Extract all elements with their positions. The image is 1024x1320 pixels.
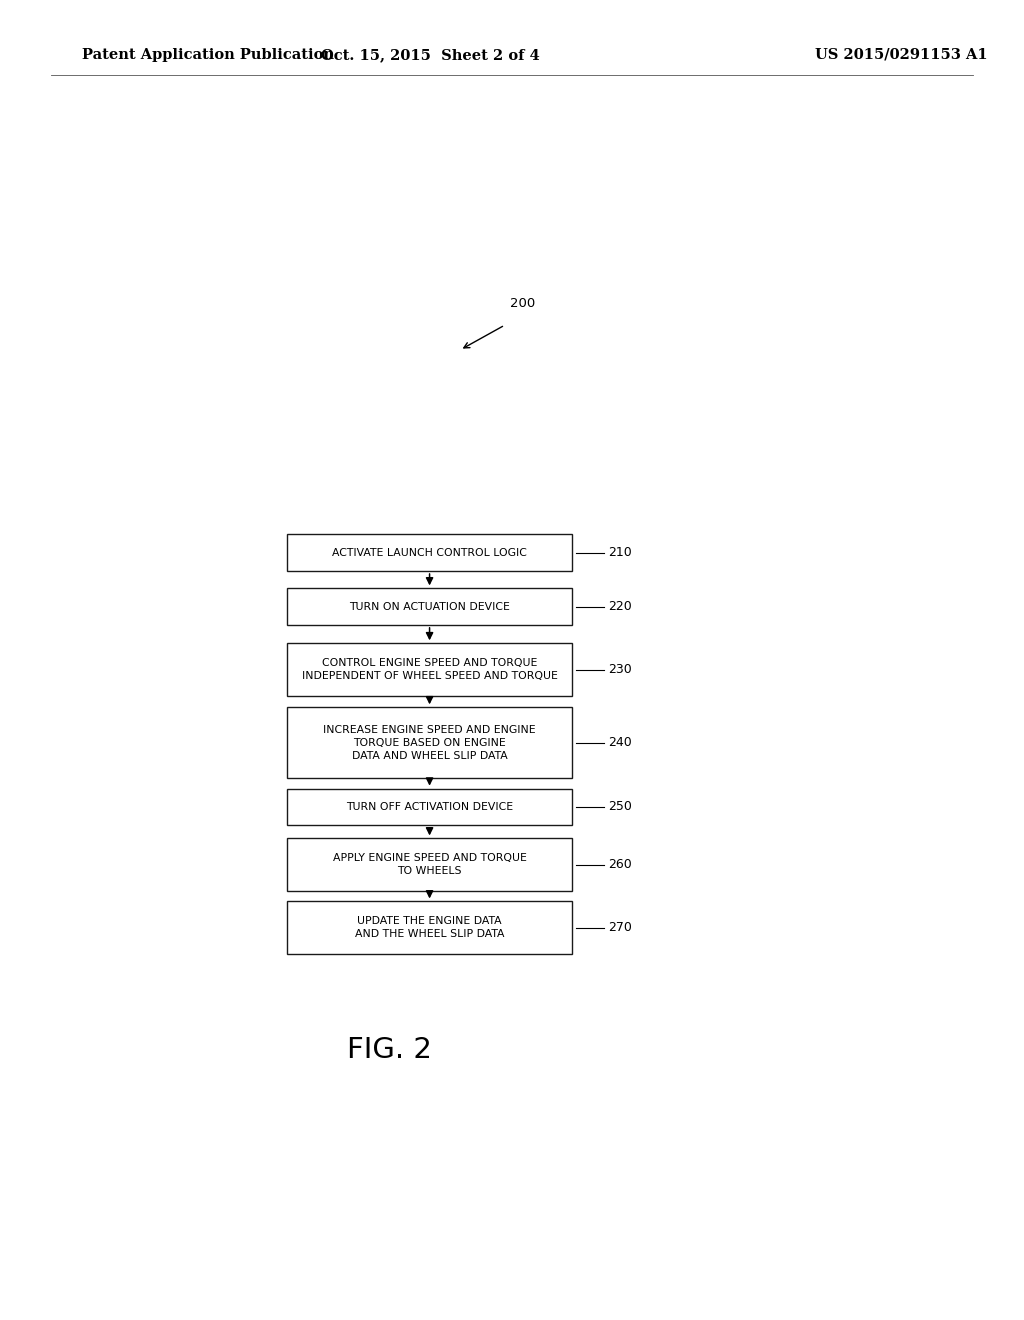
Text: 260: 260: [608, 858, 632, 871]
Text: FIG. 2: FIG. 2: [347, 1036, 431, 1064]
Text: Patent Application Publication: Patent Application Publication: [82, 48, 334, 62]
Text: UPDATE THE ENGINE DATA
AND THE WHEEL SLIP DATA: UPDATE THE ENGINE DATA AND THE WHEEL SLI…: [355, 916, 504, 940]
Text: 200: 200: [510, 297, 536, 310]
FancyBboxPatch shape: [287, 838, 572, 891]
FancyBboxPatch shape: [287, 643, 572, 696]
Text: ACTIVATE LAUNCH CONTROL LOGIC: ACTIVATE LAUNCH CONTROL LOGIC: [332, 548, 527, 558]
Text: INCREASE ENGINE SPEED AND ENGINE
TORQUE BASED ON ENGINE
DATA AND WHEEL SLIP DATA: INCREASE ENGINE SPEED AND ENGINE TORQUE …: [324, 725, 536, 760]
Text: 210: 210: [608, 546, 632, 560]
Text: 250: 250: [608, 800, 632, 813]
Text: APPLY ENGINE SPEED AND TORQUE
TO WHEELS: APPLY ENGINE SPEED AND TORQUE TO WHEELS: [333, 854, 526, 876]
Text: US 2015/0291153 A1: US 2015/0291153 A1: [815, 48, 987, 62]
Text: 220: 220: [608, 601, 632, 612]
Text: Oct. 15, 2015  Sheet 2 of 4: Oct. 15, 2015 Sheet 2 of 4: [321, 48, 540, 62]
Text: CONTROL ENGINE SPEED AND TORQUE
INDEPENDENT OF WHEEL SPEED AND TORQUE: CONTROL ENGINE SPEED AND TORQUE INDEPEND…: [302, 659, 557, 681]
FancyBboxPatch shape: [287, 902, 572, 954]
Text: TURN OFF ACTIVATION DEVICE: TURN OFF ACTIVATION DEVICE: [346, 801, 513, 812]
FancyBboxPatch shape: [287, 535, 572, 572]
Text: 240: 240: [608, 737, 632, 750]
FancyBboxPatch shape: [287, 589, 572, 624]
Text: TURN ON ACTUATION DEVICE: TURN ON ACTUATION DEVICE: [349, 602, 510, 611]
Text: 270: 270: [608, 921, 632, 935]
FancyBboxPatch shape: [287, 788, 572, 825]
Text: 230: 230: [608, 663, 632, 676]
FancyBboxPatch shape: [287, 708, 572, 779]
